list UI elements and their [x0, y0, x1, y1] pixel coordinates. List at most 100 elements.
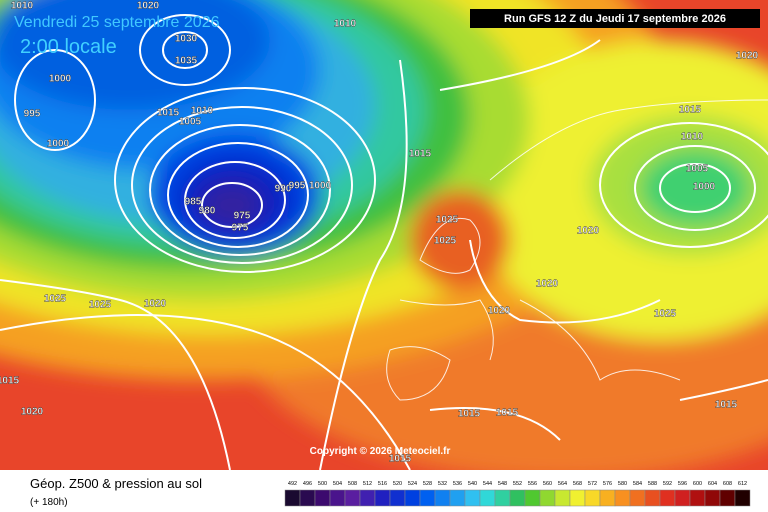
isobar-label: 1015 — [157, 108, 180, 119]
legend-cell — [359, 489, 376, 507]
legend-label: 604 — [708, 481, 717, 487]
legend-cell — [659, 489, 676, 507]
legend-cell — [389, 489, 406, 507]
copyright: Copyright © 2026 Meteociel.fr — [310, 446, 451, 457]
isobar-label: 1025 — [89, 300, 112, 311]
legend-label: 524 — [408, 481, 417, 487]
legend-label: 552 — [513, 481, 522, 487]
legend-cell — [644, 489, 661, 507]
legend-cell — [449, 489, 466, 507]
isobar-label: 1025 — [654, 309, 677, 320]
isobar-label: 1010 — [334, 19, 357, 30]
legend-cell — [674, 489, 691, 507]
isobar-label: 1015 — [496, 408, 519, 419]
isobar-label: 1000 — [693, 182, 716, 193]
legend-label: 568 — [573, 481, 582, 487]
legend-cell — [734, 489, 751, 507]
isobar-label: 1025 — [434, 236, 457, 247]
legend-cell — [404, 489, 421, 507]
run-box — [470, 9, 760, 28]
legend-label: 612 — [738, 481, 747, 487]
isobars — [0, 14, 768, 470]
legend-label: 556 — [528, 481, 537, 487]
valid-date: Vendredi 25 septembre 2026 — [14, 14, 220, 31]
legend-cell — [284, 489, 301, 507]
legend-cell — [599, 489, 616, 507]
legend-label: 608 — [723, 481, 732, 487]
legend-cell — [314, 489, 331, 507]
legend-cell — [299, 489, 316, 507]
legend-label: 540 — [468, 481, 477, 487]
footer-title: Géop. Z500 & pression au sol — [30, 476, 202, 491]
legend-label: 520 — [393, 481, 402, 487]
run-info: Run GFS 12 Z du Jeudi 17 septembre 2026 — [504, 13, 726, 25]
isobar-label: 1020 — [536, 279, 559, 290]
isobar-label: 1020 — [577, 226, 600, 237]
isobar-label: 975 — [232, 223, 249, 234]
legend-cell — [524, 489, 541, 507]
isobar-label: 995 — [24, 109, 41, 120]
legend-cell — [569, 489, 586, 507]
isobar-label: 1015 — [458, 409, 481, 420]
legend-label: 584 — [633, 481, 642, 487]
isobar-label: 1015 — [389, 454, 412, 465]
isobar-label: 975 — [234, 211, 251, 222]
isobar-label: 980 — [199, 206, 216, 217]
isobar-label: 990 — [275, 184, 292, 195]
isobar-label: 1000 — [47, 139, 70, 150]
legend-cell — [539, 489, 556, 507]
legend-label: 548 — [498, 481, 507, 487]
isobar-label: 1005 — [179, 117, 202, 128]
legend-cell — [689, 489, 706, 507]
legend-cell — [329, 489, 346, 507]
isobar-label: 1020 — [21, 407, 44, 418]
local-time: 2:00 locale — [20, 36, 117, 58]
isobar-label: 1005 — [686, 164, 709, 175]
legend-label: 516 — [378, 481, 387, 487]
legend-cell — [584, 489, 601, 507]
legend-cell — [704, 489, 721, 507]
legend-cell — [464, 489, 481, 507]
legend-label: 596 — [678, 481, 687, 487]
legend-label: 492 — [288, 481, 297, 487]
legend-label: 496 — [303, 481, 312, 487]
legend-label: 572 — [588, 481, 597, 487]
isobar-label: 1015 — [679, 105, 702, 116]
legend-label: 592 — [663, 481, 672, 487]
legend-label: 504 — [333, 481, 342, 487]
isobar-label: 1020 — [144, 299, 167, 310]
legend-label: 512 — [363, 481, 372, 487]
isobar-label: 1015 — [715, 400, 738, 411]
legend-label: 528 — [423, 481, 432, 487]
legend-label: 600 — [693, 481, 702, 487]
legend-label: 588 — [648, 481, 657, 487]
legend-cell — [494, 489, 511, 507]
legend-label: 508 — [348, 481, 357, 487]
legend-cell — [419, 489, 436, 507]
isobar-label: 1010 — [11, 1, 34, 12]
legend-cell — [554, 489, 571, 507]
map-field — [0, 0, 768, 470]
isobar-label: 1000 — [309, 181, 332, 192]
lead-time: (+ 180h) — [30, 497, 68, 508]
isobar-label: 1035 — [175, 56, 198, 67]
legend-cell — [719, 489, 736, 507]
isobar-label: 1030 — [175, 34, 198, 45]
legend-label: 544 — [483, 481, 492, 487]
isobar-label: 1010 — [191, 106, 214, 117]
isobar-label: 985 — [185, 197, 202, 208]
isobar-label: 1020 — [736, 51, 759, 62]
legend-cell — [344, 489, 361, 507]
legend-cell — [614, 489, 631, 507]
legend-label: 564 — [558, 481, 567, 487]
isobar-label: 995 — [289, 181, 306, 192]
coastlines — [386, 99, 768, 401]
isobar-label: 1015 — [0, 376, 20, 387]
legend-cell — [479, 489, 496, 507]
isobar-label: 1000 — [49, 74, 72, 85]
legend-label: 576 — [603, 481, 612, 487]
isobar-label: 1020 — [488, 306, 511, 317]
isobar-label: 1025 — [436, 215, 459, 226]
isobar-label: 1015 — [409, 149, 432, 160]
